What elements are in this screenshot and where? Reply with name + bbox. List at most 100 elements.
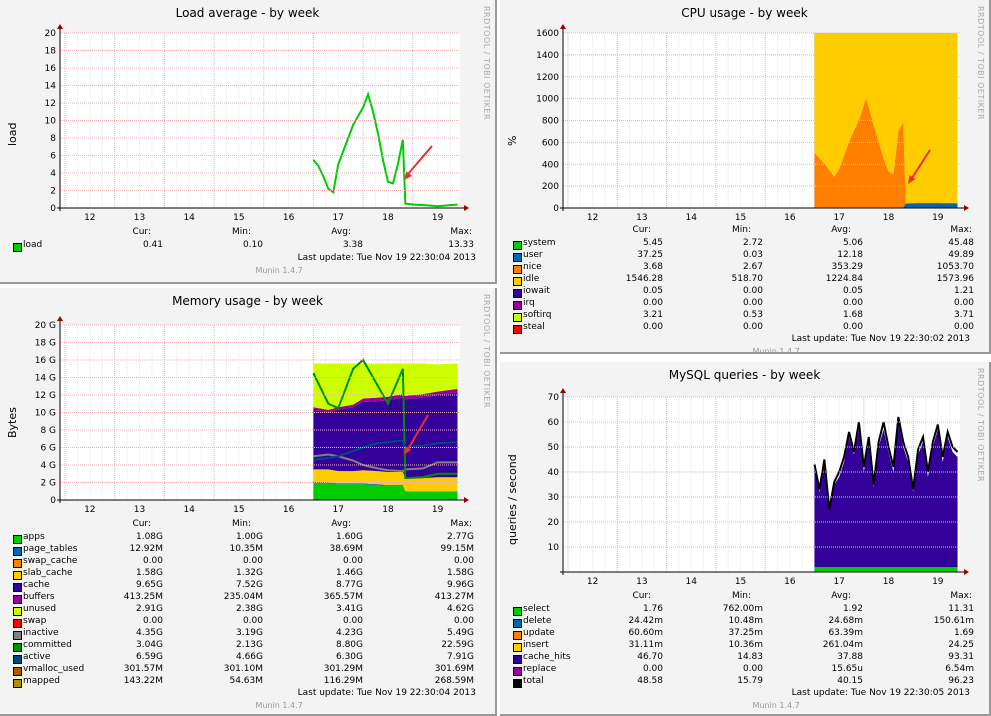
- legend-series-name: load: [23, 240, 43, 250]
- legend-value-min: 54.63M: [229, 676, 263, 686]
- legend-value-max: 99.15M: [440, 544, 474, 554]
- x-tick-label: 19: [432, 213, 444, 223]
- last-update: Last update: Tue Nov 19 22:30:04 2013: [297, 253, 476, 263]
- legend-value-avg: 8.77G: [335, 580, 363, 590]
- y-tick-label: 2: [50, 187, 56, 197]
- mysql-title: MySQL queries - by week: [668, 368, 821, 382]
- x-tick-label: 19: [932, 577, 944, 587]
- x-axis-arrow-icon: [464, 497, 469, 503]
- munin-version: Munin 1.4.7: [255, 266, 303, 275]
- series-area-user: [814, 203, 958, 208]
- legend-value-avg: 1.46G: [335, 568, 363, 578]
- y-tick-label: 20: [45, 29, 57, 39]
- legend-value-avg: 0.00: [842, 298, 863, 308]
- last-update: Last update: Tue Nov 19 22:30:04 2013: [297, 688, 476, 698]
- mem-plot: 0 2 G 4 G 6 G 8 G 10 G 12 G 14 G 16 G 18 G 20 G 12 1…: [35, 316, 469, 515]
- legend-swatch-icon: [513, 619, 522, 628]
- legend-column-header: Min:: [731, 225, 751, 235]
- legend-series-name: buffers: [23, 592, 55, 602]
- x-tick-label: 17: [333, 213, 344, 223]
- legend-value-max: 301.69M: [434, 664, 474, 674]
- legend-series-name: committed: [23, 640, 72, 650]
- legend-column-header: Max:: [450, 519, 472, 529]
- legend-value-max: 2.77G: [446, 532, 474, 542]
- y-tick-label: 16 G: [35, 356, 56, 366]
- mem-title: Memory usage - by week: [172, 294, 323, 308]
- legend-value-max: 1.21: [953, 286, 974, 296]
- legend-swatch-icon: [13, 535, 22, 544]
- legend-value-max: 93.31: [948, 652, 974, 662]
- rrdtool-credit: RRDTOOL / TOBI OETIKER: [482, 6, 491, 121]
- load-graph-panel: 0 2 4 6 8 10 12 14 16 18 20 12 13 14 15 16 17 18 19 Load av…: [0, 0, 497, 284]
- x-axis-arrow-icon: [964, 205, 969, 211]
- x-tick-label: 12: [84, 213, 95, 223]
- legend-value-max: 413.27M: [434, 592, 474, 602]
- legend-series-name: vmalloc_used: [23, 664, 85, 674]
- legend-value-cur: 1546.28: [625, 274, 663, 284]
- legend-value-min: 1.32G: [235, 568, 263, 578]
- mysql-plot: 10 20 30 40 50 60 70 12 13 14 15 16 17 18 19: [548, 388, 969, 587]
- annotation-arrow-icon: [404, 145, 433, 180]
- y-tick-label: 14: [45, 82, 57, 92]
- legend-value-min: 7.52G: [235, 580, 263, 590]
- y-tick-label: 200: [542, 182, 559, 192]
- legend-value-avg: 261.04m: [822, 640, 863, 650]
- x-tick-label: 13: [134, 213, 145, 223]
- legend-column-header: Min:: [231, 519, 251, 529]
- legend-value-min: 10.35M: [229, 544, 263, 554]
- x-tick-label: 19: [932, 213, 944, 223]
- legend-value-avg: 37.88: [837, 652, 863, 662]
- y-tick-label: 18: [45, 47, 57, 57]
- y-tick-label: 14 G: [35, 374, 56, 384]
- legend-swatch-icon: [13, 595, 22, 604]
- legend-value-avg: 116.29M: [323, 676, 363, 686]
- load-plot: 0 2 4 6 8 10 12 14 16 18 20 12 13 14 15 16 17 18 19: [45, 24, 469, 223]
- series-area-buffers: [313, 388, 458, 413]
- x-tick-label: 13: [636, 577, 647, 587]
- x-tick-label: 15: [233, 213, 244, 223]
- cpu-y-axis-label: %: [506, 135, 519, 146]
- x-tick-label: 13: [636, 213, 647, 223]
- legend-value-max: 1573.96: [936, 274, 974, 284]
- legend-swatch-icon: [13, 559, 22, 568]
- legend-value-cur: 0.00: [642, 664, 663, 674]
- x-axis-arrow-icon: [464, 205, 469, 211]
- series-area-unused: [313, 363, 458, 410]
- legend-swatch-icon: [13, 679, 22, 688]
- legend-value-cur: 5.45: [642, 238, 663, 248]
- legend-value-cur: 3.04G: [135, 640, 163, 650]
- legend-value-min: 0.00: [242, 556, 263, 566]
- legend-column-header: Avg:: [831, 591, 851, 601]
- legend-value-max: 22.59G: [441, 640, 474, 650]
- y-tick-label: 12: [45, 99, 56, 109]
- legend-value-min: 10.36m: [728, 640, 763, 650]
- rrdtool-credit: RRDTOOL / TOBI OETIKER: [976, 368, 985, 483]
- legend-swatch-icon: [13, 571, 22, 580]
- legend-column-header: Max:: [450, 227, 472, 237]
- legend-value-avg: 8.80G: [335, 640, 363, 650]
- y-tick-label: 70: [548, 393, 560, 403]
- legend-series-name: cache_hits: [523, 652, 571, 662]
- legend-value-min: 0.00: [742, 664, 763, 674]
- legend-value-min: 0.00: [742, 298, 763, 308]
- legend-value-min: 2.72: [742, 238, 763, 248]
- x-tick-label: 15: [233, 505, 244, 515]
- legend-swatch-icon: [13, 619, 22, 628]
- y-tick-label: 2 G: [40, 479, 56, 489]
- x-tick-label: 18: [883, 213, 895, 223]
- series-line-active: [313, 439, 458, 461]
- legend-value-avg: 1.68: [842, 310, 863, 320]
- legend-value-cur: 37.25: [637, 250, 663, 260]
- munin-version: Munin 1.4.7: [752, 701, 800, 710]
- legend-column-header: Max:: [950, 591, 972, 601]
- legend-value-avg: 353.29: [831, 262, 864, 272]
- legend-value-avg: 12.18: [837, 250, 863, 260]
- y-tick-label: 8: [50, 134, 56, 144]
- legend-value-min: 0.00: [242, 616, 263, 626]
- legend-value-min: 2.38G: [235, 604, 263, 614]
- legend-value-max: 0.00: [953, 322, 974, 332]
- legend-value-cur: 1.58G: [135, 568, 163, 578]
- legend-value-min: 2.13G: [235, 640, 263, 650]
- x-tick-label: 17: [333, 505, 344, 515]
- legend-value-cur: 1.76: [642, 604, 663, 614]
